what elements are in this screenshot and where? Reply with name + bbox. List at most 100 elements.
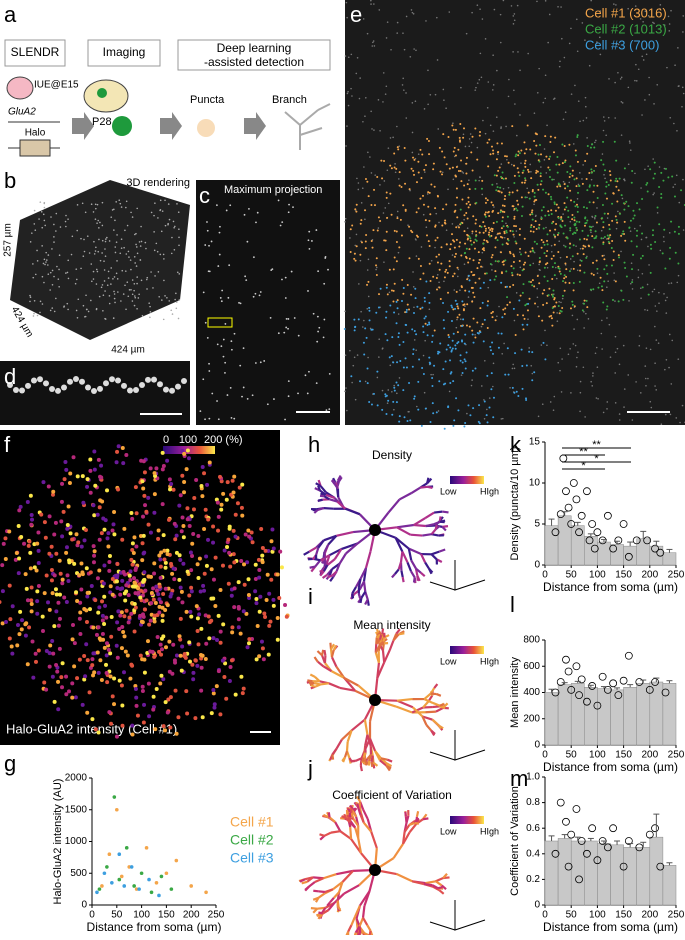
texture-dot bbox=[173, 537, 177, 541]
texture-dot bbox=[356, 245, 358, 247]
texture-dot bbox=[56, 213, 58, 215]
texture-dot bbox=[121, 247, 123, 249]
texture-dot bbox=[545, 192, 547, 194]
texture-dot bbox=[209, 619, 213, 623]
texture-dot bbox=[548, 288, 550, 290]
texture-dot bbox=[477, 82, 479, 84]
texture-dot bbox=[601, 289, 603, 291]
texture-dot bbox=[500, 127, 502, 129]
y-tick-label: 500 bbox=[70, 868, 87, 879]
texture-dot bbox=[285, 297, 287, 299]
texture-dot bbox=[52, 284, 54, 286]
texture-dot bbox=[134, 696, 138, 700]
dendrite bbox=[348, 925, 351, 932]
texture-dot bbox=[577, 161, 579, 163]
texture-dot bbox=[583, 366, 585, 368]
texture-dot bbox=[505, 126, 507, 128]
texture-dot bbox=[413, 13, 415, 15]
texture-dot bbox=[112, 702, 116, 706]
texture-dot bbox=[608, 117, 610, 119]
texture-dot bbox=[603, 258, 605, 260]
texture-dot bbox=[461, 325, 463, 327]
texture-dot bbox=[130, 259, 132, 261]
texture-dot bbox=[206, 518, 210, 522]
texture-dot bbox=[491, 372, 493, 374]
texture-dot bbox=[522, 388, 524, 390]
dendrite bbox=[319, 894, 325, 898]
texture-dot bbox=[597, 197, 599, 199]
texture-dot bbox=[157, 217, 159, 219]
texture-dot bbox=[516, 391, 518, 393]
texture-dot bbox=[513, 261, 515, 263]
texture-dot bbox=[243, 347, 245, 349]
texture-dot bbox=[93, 271, 95, 273]
texture-dot bbox=[147, 623, 151, 627]
texture-dot bbox=[527, 53, 529, 55]
texture-dot bbox=[122, 614, 126, 618]
texture-dot bbox=[470, 133, 472, 135]
texture-dot bbox=[594, 142, 596, 144]
texture-dot bbox=[516, 292, 518, 294]
texture-dot bbox=[132, 300, 134, 302]
texture-dot bbox=[192, 496, 196, 500]
texture-dot bbox=[16, 623, 20, 627]
texture-dot bbox=[566, 171, 568, 173]
iue-label: IUE@E15 bbox=[34, 80, 79, 91]
texture-dot bbox=[185, 467, 189, 471]
dendrite bbox=[363, 810, 368, 819]
texture-dot bbox=[621, 134, 623, 136]
texture-dot bbox=[178, 638, 182, 642]
texture-dot bbox=[224, 372, 226, 374]
texture-dot bbox=[367, 269, 369, 271]
texture-dot bbox=[577, 50, 579, 52]
point bbox=[562, 818, 569, 825]
point bbox=[578, 512, 585, 519]
texture-dot bbox=[552, 307, 554, 309]
texture-dot bbox=[422, 326, 424, 328]
texture-dot bbox=[604, 236, 606, 238]
texture-dot bbox=[512, 387, 514, 389]
bar bbox=[637, 539, 650, 565]
texture-dot bbox=[97, 605, 101, 609]
texture-dot bbox=[223, 339, 225, 341]
texture-dot bbox=[396, 322, 398, 324]
texture-dot bbox=[504, 374, 506, 376]
point bbox=[594, 529, 601, 536]
texture-dot bbox=[181, 524, 185, 528]
texture-dot bbox=[620, 235, 622, 237]
texture-dot bbox=[554, 297, 556, 299]
texture-dot bbox=[658, 186, 660, 188]
texture-dot bbox=[573, 328, 575, 330]
texture-dot bbox=[516, 190, 518, 192]
texture-dot bbox=[654, 162, 656, 164]
texture-dot bbox=[97, 204, 99, 206]
texture-dot bbox=[645, 237, 647, 239]
texture-dot bbox=[204, 244, 206, 246]
texture-dot bbox=[386, 284, 388, 286]
dendrite bbox=[421, 573, 425, 576]
texture-dot bbox=[412, 366, 414, 368]
texture-dot bbox=[35, 612, 39, 616]
texture-dot bbox=[105, 680, 109, 684]
texture-dot bbox=[267, 592, 271, 596]
texture-dot bbox=[559, 61, 561, 63]
texture-dot bbox=[577, 319, 579, 321]
texture-dot bbox=[671, 282, 673, 284]
texture-dot bbox=[573, 216, 575, 218]
texture-dot bbox=[542, 342, 544, 344]
texture-dot bbox=[513, 165, 515, 167]
texture-dot bbox=[170, 572, 174, 576]
texture-dot bbox=[499, 187, 501, 189]
dendrite bbox=[359, 594, 360, 598]
texture-dot bbox=[601, 320, 603, 322]
texture-dot bbox=[224, 362, 226, 364]
texture-dot bbox=[394, 283, 396, 285]
texture-dot bbox=[55, 592, 59, 596]
texture-dot bbox=[580, 392, 582, 394]
texture-dot bbox=[562, 213, 564, 215]
texture-dot bbox=[4, 620, 8, 624]
texture-dot bbox=[376, 257, 378, 259]
texture-dot bbox=[454, 210, 456, 212]
texture-dot bbox=[617, 211, 619, 213]
texture-dot bbox=[49, 289, 51, 291]
